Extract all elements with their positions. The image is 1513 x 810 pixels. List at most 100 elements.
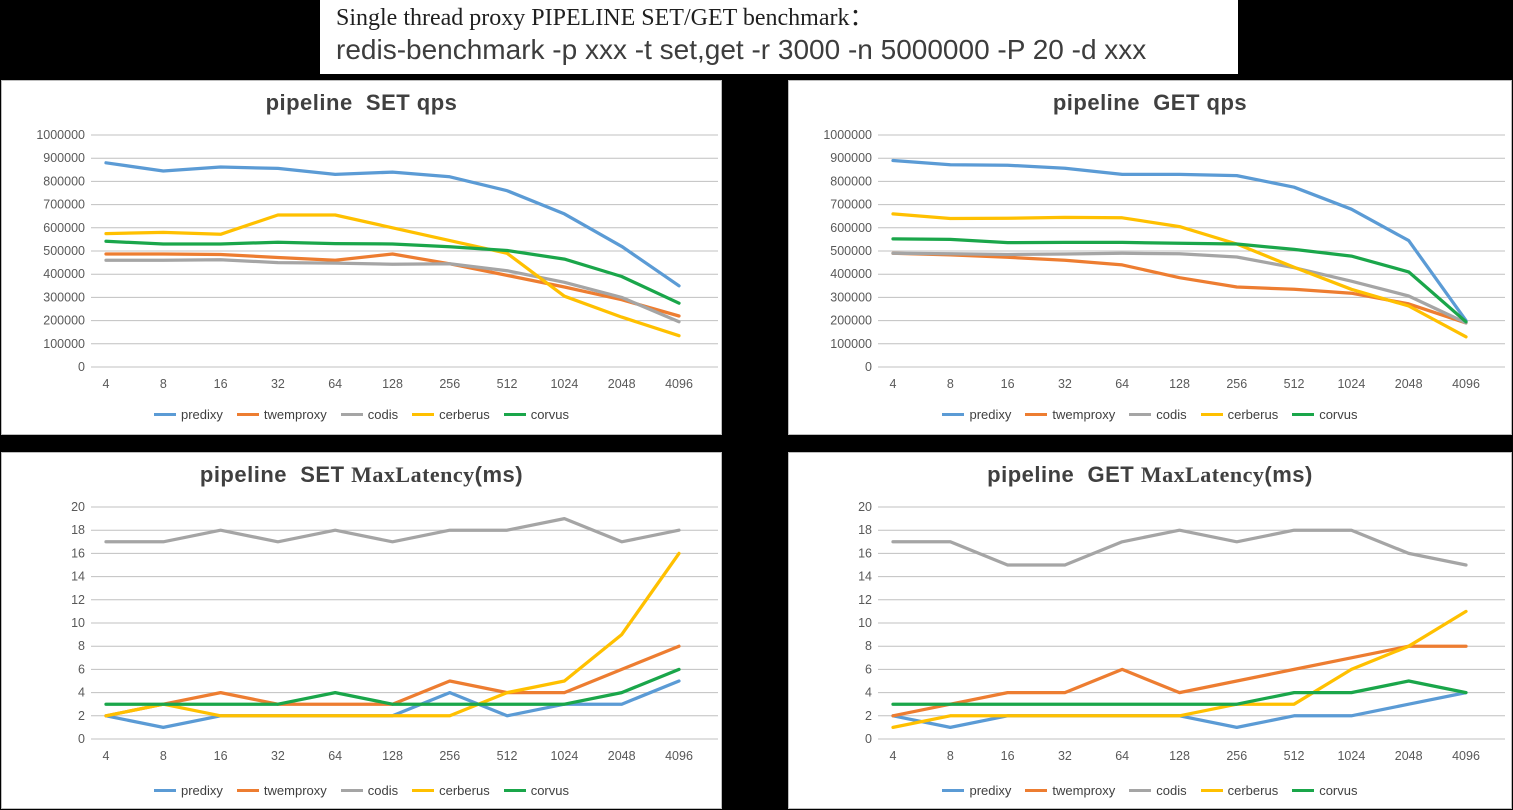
x-axis-label: 2048 [608, 749, 636, 763]
series-line-codis [891, 528, 1468, 567]
legend-label: predixy [180, 407, 223, 422]
legend-label: codis [367, 783, 399, 798]
series-line-codis [104, 516, 681, 544]
chart-title-segment: pipeline SET [199, 462, 352, 487]
x-axis-label: 256 [439, 377, 460, 391]
legend-label: twemproxy [1052, 783, 1116, 798]
legend-item-predixy: predixy [153, 407, 223, 422]
legend-swatch-cerberus [412, 413, 435, 416]
y-axis-label: 800000 [830, 174, 872, 188]
y-axis-label: 0 [865, 360, 872, 374]
series-line-cerberus [891, 212, 1468, 339]
x-axis-label: 4 [890, 749, 897, 763]
x-axis-label: 256 [1226, 377, 1247, 391]
legend-item-codis: codis [340, 783, 399, 798]
x-axis-label: 512 [497, 749, 518, 763]
legend-swatch-cerberus [1200, 789, 1223, 792]
y-axis-label: 8 [865, 639, 872, 653]
legend-label: cerberus [1227, 407, 1279, 422]
y-axis-label: 14 [71, 570, 85, 584]
y-axis-label: 20 [71, 500, 85, 514]
x-axis-label: 128 [382, 749, 403, 763]
legend-swatch-predixy [942, 789, 965, 792]
y-axis-label: 16 [71, 546, 85, 560]
x-axis-label: 4 [103, 749, 110, 763]
chart-plot-get-qps: 1000000900000800000700000600000500000400… [823, 128, 1505, 391]
y-axis-label: 12 [71, 593, 85, 607]
legend-item-corvus: corvus [1292, 783, 1358, 798]
chart-legend-get-qps: predixy twemproxy codis cerberus corvus [789, 407, 1511, 422]
legend-label: twemproxy [1052, 407, 1116, 422]
legend-swatch-corvus [503, 789, 526, 792]
legend-item-cerberus: cerberus [412, 407, 490, 422]
x-axis-label: 256 [439, 749, 460, 763]
y-axis-label: 300000 [830, 290, 872, 304]
x-axis-label: 256 [1226, 749, 1247, 763]
x-axis-label: 2048 [1395, 749, 1423, 763]
series-line-cerberus [891, 609, 1468, 730]
legend-label: twemproxy [263, 783, 327, 798]
legend-label: predixy [969, 407, 1012, 422]
y-axis-label: 6 [865, 662, 872, 676]
legend-label: cerberus [439, 783, 490, 798]
legend-item-predixy: predixy [942, 783, 1011, 798]
x-axis-label: 4 [103, 377, 110, 391]
chart-title-segment: MaxLatency [351, 462, 475, 487]
y-axis-label: 1000000 [823, 128, 872, 142]
chart-title-segment: (ms) [1264, 462, 1313, 487]
series-line-predixy [104, 161, 681, 288]
series-line-corvus [104, 239, 681, 305]
y-axis-label: 0 [78, 732, 85, 746]
series-line-corvus [891, 237, 1468, 324]
y-axis-label: 8 [78, 639, 85, 653]
x-axis-label: 32 [271, 749, 285, 763]
y-axis-label: 700000 [830, 198, 872, 212]
x-axis-label: 512 [1284, 749, 1305, 763]
x-axis-label: 32 [271, 377, 285, 391]
chart-title-segment: pipeline SET qps [265, 90, 458, 115]
legend-label: corvus [530, 407, 569, 422]
legend-swatch-corvus [1292, 413, 1315, 416]
x-axis-label: 16 [214, 749, 228, 763]
legend-label: corvus [1319, 407, 1358, 422]
y-axis-label: 0 [865, 732, 872, 746]
legend-item-corvus: corvus [1292, 407, 1358, 422]
y-axis-label: 300000 [43, 290, 85, 304]
series-line-twemproxy [891, 251, 1468, 325]
legend-item-twemproxy: twemproxy [1025, 783, 1115, 798]
legend-swatch-twemproxy [1025, 413, 1048, 416]
series-line-codis [104, 258, 681, 324]
legend-swatch-predixy [942, 413, 965, 416]
legend-item-twemproxy: twemproxy [236, 783, 327, 798]
y-axis-label: 200000 [830, 314, 872, 328]
y-axis-label: 100000 [830, 337, 872, 351]
chart-title-segment: pipeline GET qps [1052, 90, 1248, 115]
legend-label: cerberus [439, 407, 490, 422]
y-axis-label: 16 [858, 546, 872, 560]
chart-panel-get-maxlatency: pipeline GET MaxLatency(ms) 20 18 16 14 12 10… [788, 452, 1512, 809]
y-axis-label: 2 [865, 709, 872, 723]
y-axis-label: 18 [858, 523, 872, 537]
chart-title-set-maxlatency: pipeline SET MaxLatency(ms) [2, 462, 721, 488]
x-axis-label: 64 [328, 749, 342, 763]
legend-swatch-corvus [503, 413, 526, 416]
x-axis-label: 8 [160, 749, 167, 763]
x-axis-label: 4096 [665, 749, 693, 763]
legend-label: predixy [180, 783, 223, 798]
x-axis-label: 16 [1001, 377, 1015, 391]
series-line-cerberus [104, 213, 681, 338]
legend-item-codis: codis [340, 407, 398, 422]
y-axis-label: 900000 [830, 151, 872, 165]
x-axis-label: 2048 [1395, 377, 1423, 391]
legend-label: cerberus [1227, 783, 1279, 798]
y-axis-label: 500000 [830, 244, 872, 258]
x-axis-label: 1024 [550, 749, 578, 763]
x-axis-label: 32 [1058, 749, 1072, 763]
x-axis-label: 8 [160, 377, 167, 391]
legend-item-twemproxy: twemproxy [1025, 407, 1115, 422]
y-axis-label: 10 [858, 616, 872, 630]
chart-title-segment: MaxLatency [1140, 462, 1265, 487]
legend-item-cerberus: cerberus [1200, 783, 1279, 798]
y-axis-label: 14 [858, 570, 872, 584]
